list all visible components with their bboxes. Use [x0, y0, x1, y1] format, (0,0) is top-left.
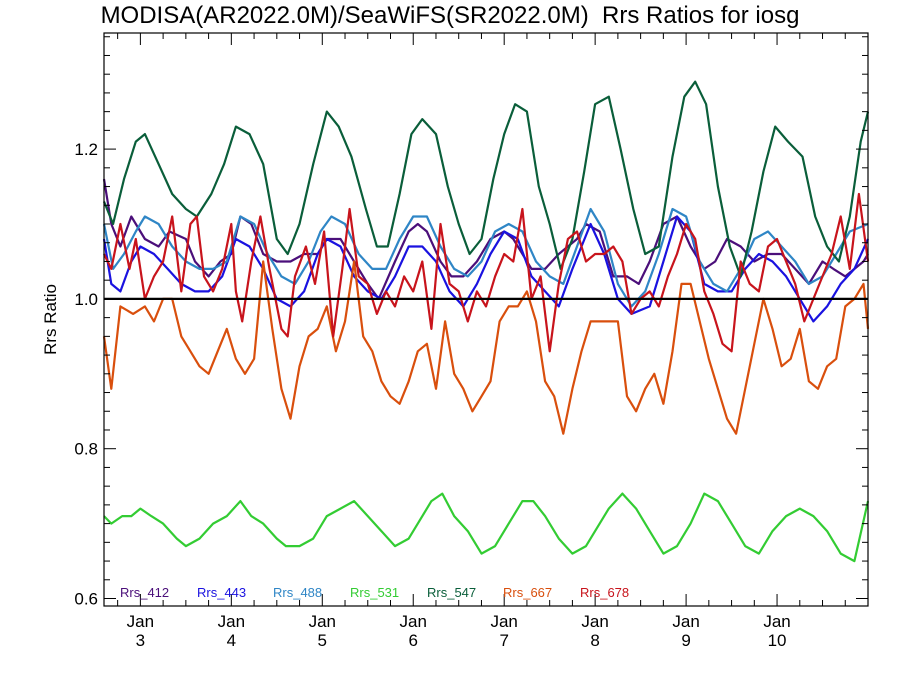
- x-tick-label: Jan: [218, 612, 245, 631]
- y-tick-label: 0.8: [74, 440, 98, 459]
- legend-item-rrs-667: Rrs_667: [503, 585, 552, 600]
- x-tick-label: Jan: [400, 612, 427, 631]
- x-tick-sublabel: 8: [590, 631, 599, 650]
- x-tick-label: Jan: [127, 612, 154, 631]
- x-tick-label: Jan: [763, 612, 790, 631]
- legend-item-rrs-488: Rrs_488: [273, 585, 322, 600]
- legend-item-rrs-412: Rrs_412: [120, 585, 169, 600]
- legend-item-rrs-678: Rrs_678: [580, 585, 629, 600]
- x-tick-label: Jan: [672, 612, 699, 631]
- y-axis-label: Rrs Ratio: [41, 284, 60, 355]
- x-tick-label: Jan: [490, 612, 517, 631]
- x-tick-sublabel: 5: [318, 631, 327, 650]
- plot-frame: [103, 32, 869, 607]
- x-tick-sublabel: 4: [227, 631, 236, 650]
- y-tick-label: 0.6: [74, 590, 98, 609]
- x-tick-sublabel: 10: [768, 631, 787, 650]
- series-line-rrs-488: [102, 207, 869, 308]
- series-line-rrs-547: [102, 80, 870, 278]
- series-line-rrs-531: [103, 492, 870, 563]
- legend-item-rrs-531: Rrs_531: [350, 585, 399, 600]
- y-tick-label: 1.2: [74, 140, 98, 159]
- series-line-rrs-667: [102, 260, 870, 435]
- x-tick-sublabel: 3: [136, 631, 145, 650]
- x-tick-sublabel: 9: [681, 631, 690, 650]
- x-tick-sublabel: 7: [499, 631, 508, 650]
- x-tick-label: Jan: [581, 612, 608, 631]
- legend-item-rrs-443: Rrs_443: [197, 585, 246, 600]
- y-tick-label: 1.0: [74, 290, 98, 309]
- x-tick-sublabel: 6: [409, 631, 418, 650]
- chart-title: MODISA(AR2022.0M)/SeaWiFS(SR2022.0M) Rrs…: [100, 2, 800, 29]
- x-tick-label: Jan: [309, 612, 336, 631]
- legend-item-rrs-547: Rrs_547: [427, 585, 476, 600]
- series-line-rrs-678: [103, 192, 870, 353]
